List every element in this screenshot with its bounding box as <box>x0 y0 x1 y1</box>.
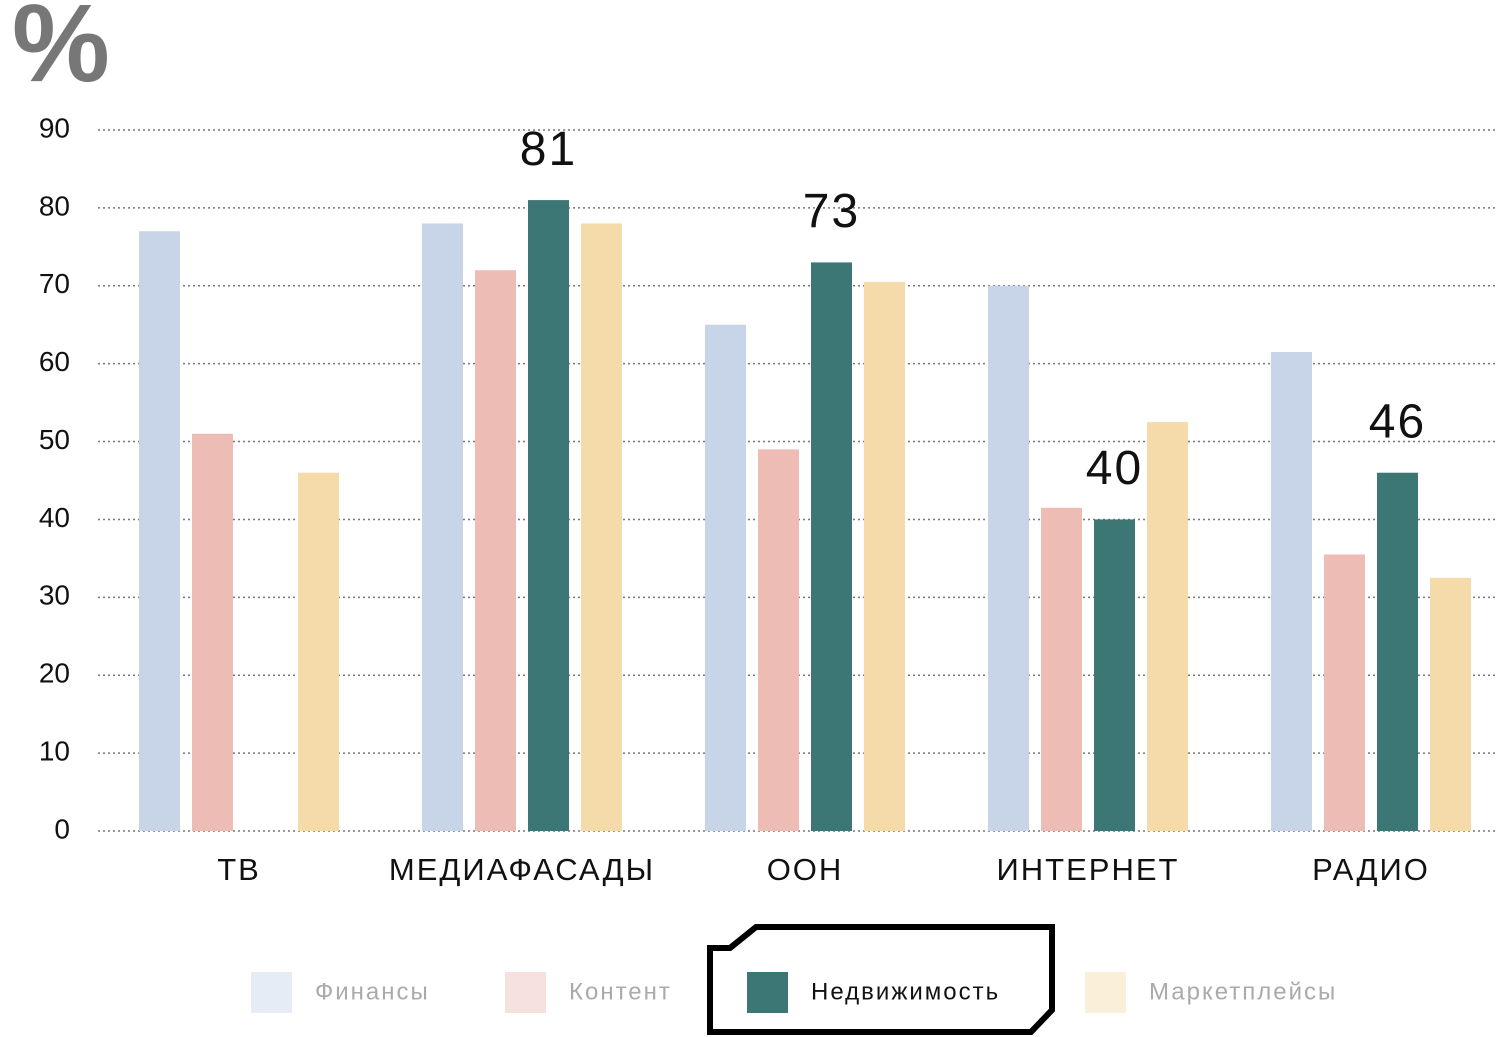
y-tick-label: 30 <box>39 580 70 611</box>
bar <box>139 231 180 831</box>
bar <box>475 270 516 831</box>
legend-swatch[interactable] <box>505 972 546 1013</box>
y-tick-label: 50 <box>39 424 70 455</box>
data-label: 73 <box>803 185 860 238</box>
bar <box>581 223 622 831</box>
legend-label[interactable]: Маркетплейсы <box>1149 978 1337 1005</box>
y-tick-label: 20 <box>39 658 70 689</box>
data-label: 40 <box>1086 442 1143 495</box>
data-label: 46 <box>1369 395 1426 448</box>
bar <box>1430 577 1471 831</box>
bar <box>705 324 746 831</box>
bar <box>1147 422 1188 831</box>
bar <box>192 433 233 831</box>
bar <box>758 449 799 831</box>
y-axis-label: % <box>12 0 110 105</box>
x-tick-label: РАДИО <box>1312 852 1430 887</box>
bar <box>1324 554 1365 831</box>
x-tick-label: МЕДИАФАСАДЫ <box>389 852 655 887</box>
y-tick-label: 70 <box>39 268 70 299</box>
bar <box>1094 519 1135 831</box>
x-tick-label: ТВ <box>217 852 261 887</box>
bar <box>528 200 569 832</box>
x-tick-label: ООН <box>767 852 844 887</box>
bar <box>988 285 1029 831</box>
legend-swatch[interactable] <box>251 972 292 1013</box>
bar <box>422 223 463 831</box>
y-tick-label: 40 <box>39 502 70 533</box>
y-tick-label: 60 <box>39 346 70 377</box>
legend-label[interactable]: Недвижимость <box>811 978 1000 1005</box>
legend-swatch[interactable] <box>1085 972 1126 1013</box>
bar <box>1041 507 1082 831</box>
bar <box>1271 351 1312 831</box>
data-label: 81 <box>520 123 577 176</box>
bar <box>1377 472 1418 831</box>
legend-label[interactable]: Контент <box>569 978 672 1005</box>
y-tick-label: 90 <box>39 112 70 143</box>
bar <box>298 472 339 831</box>
legend-selection-box <box>707 924 1055 1035</box>
bar <box>864 281 905 832</box>
y-tick-label: 10 <box>39 736 70 767</box>
legend-label[interactable]: Финансы <box>315 978 430 1005</box>
bar <box>811 262 852 831</box>
legend-swatch[interactable] <box>747 972 788 1013</box>
x-tick-label: ИНТЕРНЕТ <box>997 852 1180 887</box>
y-tick-label: 0 <box>54 813 70 844</box>
y-tick-label: 80 <box>39 190 70 221</box>
